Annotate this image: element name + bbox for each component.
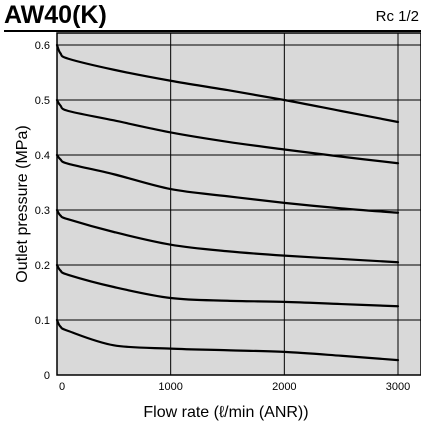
y-tick-label-0.4: 0.4 (35, 150, 50, 162)
x-tick-label-2000: 2000 (272, 381, 296, 393)
y-tick-label-0: 0 (44, 370, 50, 382)
series-line-1 (55, 43, 400, 124)
series-line-2 (55, 98, 400, 165)
series-line-5 (55, 263, 400, 308)
series-line-3 (55, 153, 400, 214)
y-tick-label-0.5: 0.5 (35, 95, 50, 107)
y-tick-label-0.6: 0.6 (35, 40, 50, 52)
x-axis-label: Flow rate (ℓ/min (ANR)) (143, 404, 308, 421)
x-tick-label-1000: 1000 (158, 381, 182, 393)
x-tick-label-3000: 3000 (386, 381, 410, 393)
y-tick-label-0.2: 0.2 (35, 260, 50, 272)
plot-background (57, 33, 421, 375)
x-tick-label-0: 0 (59, 381, 65, 393)
port-size-label: Rc 1/2 (375, 8, 419, 25)
title-underline (4, 30, 421, 32)
series-line-4 (55, 208, 400, 264)
y-tick-label-0.1: 0.1 (35, 315, 50, 327)
chart-title: AW40(K) (4, 1, 107, 29)
grid-lines (57, 33, 421, 375)
y-tick-label-0.3: 0.3 (35, 205, 50, 217)
y-axis-label: Outlet pressure (MPa) (14, 125, 31, 282)
series-line-6 (55, 318, 400, 362)
series-group (55, 43, 400, 362)
tick-labels: 0 1000 2000 3000 0 0.1 0.2 0.3 0.4 0.5 0.6 (35, 40, 411, 393)
plot-frame-edge (56, 32, 421, 376)
